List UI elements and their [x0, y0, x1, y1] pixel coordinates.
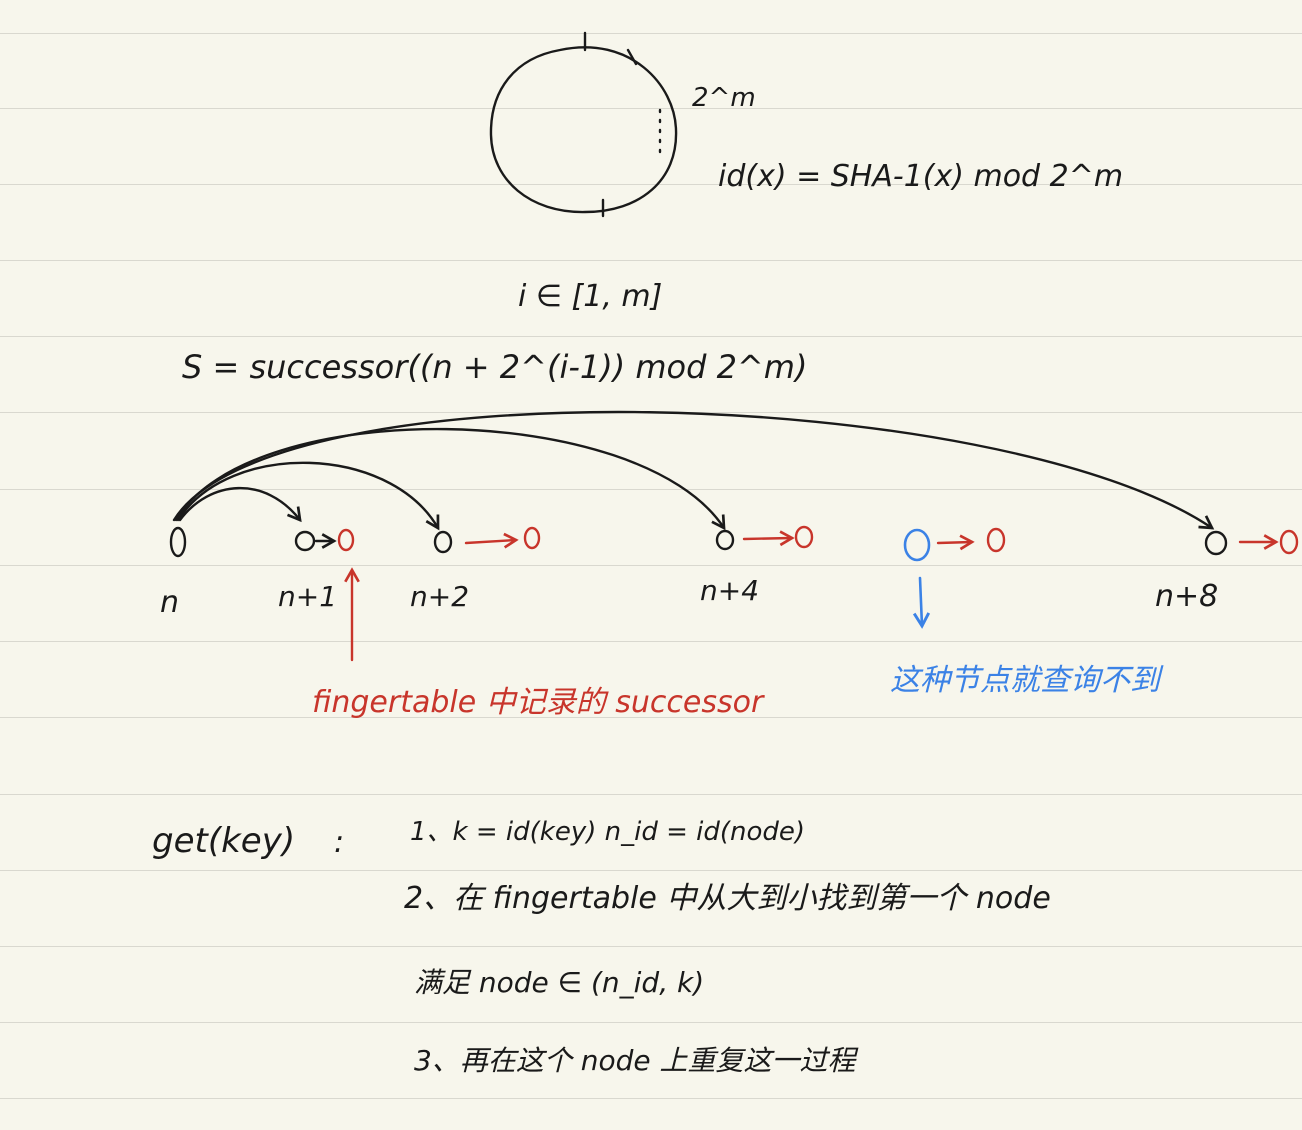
successor-node [523, 526, 541, 550]
node-unreachable [903, 527, 1006, 629]
algorithm-step-1: 1、k = id(key) n_id = id(node) [410, 817, 805, 847]
node-label: n+2 [410, 580, 469, 613]
ruled-line [0, 870, 1302, 871]
ruled-line [0, 717, 1302, 718]
successor-arrow [742, 530, 795, 547]
node-circle [294, 530, 316, 552]
finger-arcs [172, 410, 1215, 531]
node-circle [1204, 530, 1228, 556]
successor-node [337, 528, 355, 552]
node-n: n [160, 526, 187, 620]
ruled-line [0, 641, 1302, 642]
ring-size-label: 2^m [692, 83, 756, 113]
ruled-line [0, 946, 1302, 947]
finger-successor-label: fingertable 中记录的 successor [312, 685, 765, 720]
unreachable-node [903, 528, 931, 562]
node-circle [433, 530, 453, 554]
algorithm: get(key) : 1、k = id(key) n_id = id(node)… [152, 817, 1051, 1077]
node-n-plus-1: n+1 [278, 528, 355, 613]
hash-formula: id(x) = SHA-1(x) mod 2^m [718, 159, 1123, 194]
down-arrow [912, 576, 931, 629]
index-range: i ∈ [1, m] [518, 279, 662, 314]
finger-arc-2 [176, 461, 440, 531]
ruled-line [0, 336, 1302, 337]
unreachable-label: 这种节点就查询不到 [890, 663, 1164, 698]
node-label: n+8 [1155, 579, 1218, 614]
ruled-line [0, 1022, 1302, 1023]
node-row: n n+1 n+2 n+4 [160, 525, 1299, 629]
finger-arc-1 [178, 486, 302, 523]
finger-arc-8 [172, 410, 1215, 530]
finger-arc-4 [174, 427, 726, 531]
node-n-plus-2: n+2 [410, 526, 541, 613]
ruled-line [0, 794, 1302, 795]
node-label: n [160, 585, 179, 620]
ruled-line [0, 1098, 1302, 1099]
node-label: n+1 [278, 580, 337, 613]
algorithm-step-2: 2、在 fingertable 中从大到小找到第一个 node [404, 881, 1051, 916]
hash-ring: 2^m [489, 31, 756, 218]
successor-node [794, 525, 814, 549]
successor-formula: S = successor((n + 2^(i-1)) mod 2^m) [182, 348, 807, 386]
node-n-plus-4: n+4 [700, 525, 814, 607]
successor-node [986, 527, 1006, 553]
algorithm-step-3: 3、再在这个 node 上重复这一过程 [414, 1044, 858, 1077]
node-circle [715, 529, 735, 551]
successor-arrow [936, 534, 975, 551]
ruled-line [0, 260, 1302, 261]
algorithm-colon: : [334, 825, 344, 860]
ruled-line [0, 108, 1302, 109]
node-circle [169, 526, 187, 558]
successor-node [1279, 529, 1299, 555]
ring-tick-top-right [626, 48, 638, 66]
ruled-line [0, 33, 1302, 34]
node-n-plus-8: n+8 [1155, 529, 1299, 614]
node-label: n+4 [700, 574, 759, 607]
algorithm-name: get(key) [152, 821, 295, 861]
algorithm-step-2-condition: 满足 node ∈ (n_id, k) [414, 966, 704, 999]
successor-arrow [464, 532, 519, 549]
ring-circle [489, 46, 678, 214]
ruled-line [0, 565, 1302, 566]
ruled-line [0, 184, 1302, 185]
ruled-line [0, 489, 1302, 490]
